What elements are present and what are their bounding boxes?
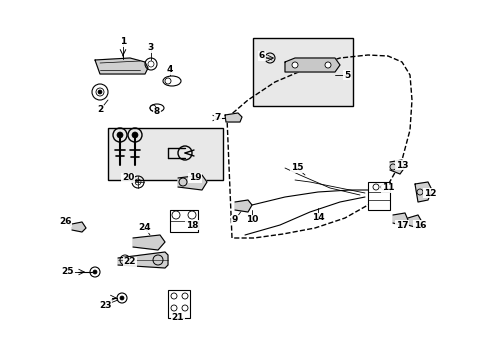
- Circle shape: [132, 132, 138, 138]
- Text: 2: 2: [97, 105, 103, 114]
- Bar: [252, 38, 352, 106]
- Text: 18: 18: [185, 220, 198, 230]
- Polygon shape: [414, 182, 431, 202]
- Bar: [170, 210, 198, 232]
- Polygon shape: [178, 175, 206, 190]
- Text: 19: 19: [188, 174, 201, 183]
- Bar: [168, 290, 190, 318]
- Polygon shape: [285, 58, 339, 72]
- Text: 25: 25: [61, 267, 74, 276]
- Polygon shape: [72, 222, 86, 232]
- Text: 17: 17: [395, 220, 407, 230]
- Text: 24: 24: [139, 224, 151, 233]
- Text: 11: 11: [381, 184, 393, 193]
- Polygon shape: [389, 160, 404, 174]
- Text: 12: 12: [423, 189, 435, 198]
- Text: 9: 9: [231, 216, 238, 225]
- Polygon shape: [407, 215, 421, 228]
- Bar: [367, 182, 389, 210]
- Circle shape: [98, 90, 102, 94]
- Text: 5: 5: [343, 71, 349, 80]
- Text: 20: 20: [122, 174, 134, 183]
- Text: 26: 26: [59, 217, 71, 226]
- Text: 13: 13: [395, 161, 407, 170]
- Ellipse shape: [163, 76, 181, 86]
- Text: 16: 16: [413, 220, 426, 230]
- Circle shape: [291, 62, 297, 68]
- Polygon shape: [95, 58, 148, 74]
- Polygon shape: [118, 252, 168, 268]
- Polygon shape: [224, 113, 242, 122]
- Text: 21: 21: [171, 314, 184, 323]
- Text: 8: 8: [154, 108, 160, 117]
- Ellipse shape: [150, 104, 163, 112]
- Text: 6: 6: [258, 51, 264, 60]
- Text: 7: 7: [214, 113, 221, 122]
- Circle shape: [325, 62, 330, 68]
- Text: 3: 3: [147, 44, 154, 53]
- Text: 15: 15: [290, 163, 303, 172]
- Text: 4: 4: [166, 66, 173, 75]
- Text: 14: 14: [311, 213, 324, 222]
- Text: 10: 10: [245, 216, 258, 225]
- Circle shape: [120, 296, 124, 300]
- Polygon shape: [235, 200, 251, 212]
- Bar: [108, 128, 223, 180]
- Text: 23: 23: [99, 301, 111, 310]
- Circle shape: [93, 270, 97, 274]
- Polygon shape: [392, 213, 407, 226]
- Circle shape: [117, 132, 123, 138]
- Polygon shape: [133, 235, 164, 250]
- Text: 22: 22: [123, 257, 136, 266]
- Text: 1: 1: [120, 37, 126, 46]
